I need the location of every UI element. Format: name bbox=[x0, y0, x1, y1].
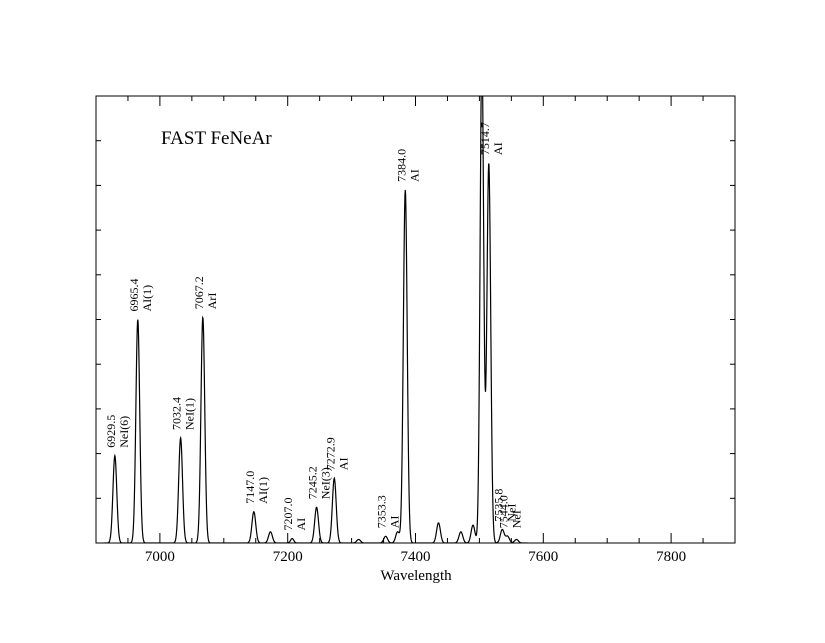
line-label-ion: AI bbox=[294, 518, 308, 531]
line-label-wavelength: 7384.0 bbox=[394, 149, 408, 182]
line-label-wavelength: 7067.2 bbox=[192, 276, 206, 309]
line-label-wavelength: 7353.3 bbox=[375, 495, 389, 528]
line-label-group: 7147.0 AI(1) bbox=[243, 471, 270, 504]
line-label-ion: NeI(3) bbox=[319, 467, 333, 499]
axis-ticks: 7000 7200 7400 7600 7800 bbox=[95, 96, 736, 565]
x-tick-label: 7000 bbox=[145, 549, 175, 565]
line-label-wavelength: 6929.5 bbox=[104, 415, 118, 448]
chart-title: FAST FeNeAr bbox=[161, 128, 272, 149]
line-label-group: 7535.8 NeI bbox=[491, 489, 518, 522]
line-label-group: 7067.2 ArI bbox=[192, 276, 219, 309]
line-label-wavelength: 7514.7 bbox=[478, 122, 492, 155]
line-label-group: 7245.2 NeI(3) bbox=[306, 466, 333, 499]
line-label-wavelength: 7207.0 bbox=[281, 498, 295, 531]
line-label-group: 6929.5 NeI(6) bbox=[104, 415, 131, 448]
line-label-ion: AI bbox=[336, 458, 350, 471]
x-tick-label: 7800 bbox=[656, 549, 686, 565]
line-label-group: 7353.3 AI bbox=[375, 495, 402, 528]
line-label-ion: AI bbox=[388, 516, 402, 529]
line-label-ion: ArI bbox=[205, 293, 219, 310]
line-label-group: 7514.7 AI bbox=[478, 122, 505, 155]
line-label-group: 7032.4 NeI(1) bbox=[170, 397, 197, 430]
line-label-ion: NeI(6) bbox=[117, 416, 131, 448]
line-label-wavelength: 7147.0 bbox=[243, 471, 257, 504]
line-label-group: 7207.0 AI bbox=[281, 498, 308, 531]
line-label-group: 7544.0 NeI bbox=[497, 495, 524, 528]
line-label-ion: NeI bbox=[510, 510, 524, 528]
line-label-ion: NeI bbox=[504, 504, 518, 522]
line-label-ion: AI bbox=[407, 169, 421, 182]
line-label-ion: AI(1) bbox=[140, 285, 154, 312]
line-label-group: 7384.0 AI bbox=[394, 149, 421, 182]
line-label-wavelength: 7245.2 bbox=[306, 466, 320, 499]
line-label-wavelength: 6965.4 bbox=[127, 279, 141, 312]
line-label-wavelength: 7544.0 bbox=[497, 495, 511, 528]
x-tick-label: 7400 bbox=[401, 549, 431, 565]
spectrum-layer bbox=[103, 96, 528, 543]
line-label-wavelength: 7535.8 bbox=[491, 489, 505, 522]
line-label-ion: NeI(1) bbox=[183, 398, 197, 430]
line-label-ion: AI bbox=[491, 142, 505, 155]
line-label-ion: AI(1) bbox=[256, 477, 270, 504]
line-label-wavelength: 7272.9 bbox=[323, 437, 337, 470]
line-label-group: 7272.9 AI bbox=[323, 437, 350, 470]
line-label-group: 6965.4 AI(1) bbox=[127, 279, 154, 312]
x-axis-label: Wavelength bbox=[380, 568, 452, 584]
spectrum-line bbox=[103, 96, 528, 543]
line-labels: 6929.5 NeI(6)6965.4 AI(1)7032.4 NeI(1)7067.… bbox=[104, 122, 524, 530]
x-tick-label: 7200 bbox=[273, 549, 303, 565]
line-label-wavelength: 7032.4 bbox=[170, 397, 184, 430]
x-tick-label: 7600 bbox=[528, 549, 558, 565]
plot-frame bbox=[95, 95, 736, 544]
